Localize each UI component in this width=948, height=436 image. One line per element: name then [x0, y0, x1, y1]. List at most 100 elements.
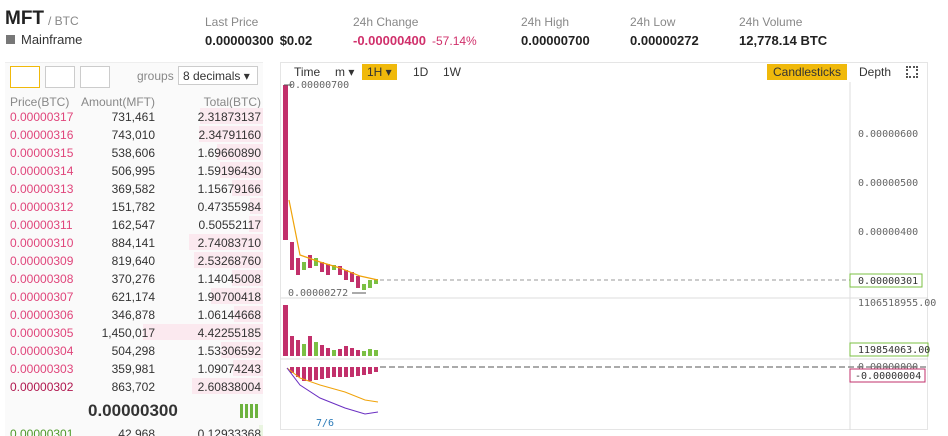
- signal-icon: [240, 404, 258, 418]
- signal-line: [286, 367, 379, 403]
- price: 0.00000311: [10, 218, 73, 232]
- price: 0.00000302: [10, 380, 74, 394]
- volume-bar: [302, 344, 306, 356]
- total: 1.69660890: [197, 146, 261, 160]
- volume-bar: [308, 336, 312, 356]
- amount: 743,010: [111, 128, 155, 142]
- volume-bar: [314, 342, 318, 356]
- depth-bar: [250, 198, 263, 214]
- total: 2.53268760: [197, 254, 261, 268]
- macd-bar: [296, 367, 300, 377]
- depth-bar: [234, 306, 263, 322]
- depth-bar: [221, 342, 263, 358]
- macd: [286, 367, 379, 415]
- current-price-box: [849, 273, 923, 288]
- price: 0.00000315: [10, 146, 74, 160]
- candle: [302, 262, 306, 270]
- volume-bar: [332, 350, 336, 356]
- stat-label: 24h Volume: [739, 15, 803, 29]
- stat-value: 0.00000300: [205, 33, 274, 48]
- interval-button[interactable]: 1H ▾: [362, 64, 397, 80]
- volume-bar: [344, 346, 348, 356]
- macd-bar: [314, 367, 318, 380]
- depth-bar: [188, 234, 263, 250]
- total: 2.34791160: [198, 128, 261, 142]
- interval-button[interactable]: 1W: [443, 65, 461, 79]
- candle: [344, 270, 348, 280]
- volume-bar: [296, 340, 300, 356]
- last-price: 0.00000300: [88, 401, 178, 420]
- column-header: Amount(MFT): [80, 95, 155, 109]
- macd-axis-label: 0.00000000: [858, 362, 918, 373]
- view-asks[interactable]: [80, 66, 110, 88]
- price: 0.00000303: [10, 362, 74, 376]
- candle: [374, 279, 378, 284]
- view-button[interactable]: Depth: [859, 65, 892, 79]
- amount: 359,981: [111, 362, 155, 376]
- volume-axis-label: 1106518955.00: [858, 298, 936, 309]
- candle: [326, 264, 330, 275]
- view-bids[interactable]: [45, 66, 75, 88]
- candle: [332, 265, 336, 270]
- date-label: 7/6: [316, 418, 334, 429]
- interval-button[interactable]: Time: [294, 65, 321, 79]
- current-price: 0.00000301: [858, 276, 918, 287]
- stat-label: Last Price: [205, 15, 259, 29]
- macd-bar: [368, 367, 372, 374]
- volume-bar: [320, 345, 324, 356]
- candle: [296, 258, 300, 275]
- stat-value: 0.00000272: [630, 33, 699, 48]
- amount: 863,702: [111, 380, 155, 394]
- macd-bar: [356, 367, 360, 376]
- price: 0.00000309: [10, 254, 74, 268]
- fullscreen[interactable]: [906, 66, 918, 78]
- volume-bar: [283, 305, 288, 356]
- total: 1.53306592: [197, 344, 261, 358]
- macd-bar: [332, 367, 336, 377]
- decimals-select[interactable]: 8 decimals ▾: [178, 66, 258, 85]
- amount: 819,640: [111, 254, 155, 268]
- price: 0.00000305: [10, 326, 74, 340]
- stat-value: 12,778.14 BTC: [739, 33, 828, 48]
- macd-line: [286, 367, 379, 415]
- chart-panel: [280, 62, 928, 430]
- price: 0.00000310: [10, 236, 74, 250]
- interval-button[interactable]: 1D: [413, 65, 429, 79]
- total: 2.74083710: [197, 236, 261, 250]
- depth-bar: [199, 126, 263, 142]
- interval-button[interactable]: m ▾: [335, 65, 355, 79]
- depth-bar: [233, 360, 263, 376]
- price: 0.00000316: [10, 128, 74, 142]
- amount: 1,450,017: [101, 326, 155, 340]
- coin-name: Mainframe: [21, 32, 83, 47]
- price: 0.00000317: [10, 110, 74, 124]
- depth-bar: [219, 162, 263, 178]
- volume-bar: [374, 350, 378, 356]
- price-axis-label: 0.00000500: [858, 178, 918, 189]
- total: 1.06144668: [197, 308, 261, 322]
- macd-bar: [302, 367, 306, 381]
- view-both[interactable]: [10, 66, 40, 88]
- price: 0.00000313: [10, 182, 74, 196]
- macd-bar: [338, 367, 342, 377]
- price: 0.00000312: [10, 200, 74, 214]
- total: 1.14045008: [197, 272, 261, 286]
- macd-bar: [290, 367, 294, 373]
- macd-bar: [320, 367, 324, 379]
- total: 2.31873137: [197, 110, 261, 124]
- macd-bar: [362, 367, 366, 375]
- symbol: MFT: [5, 8, 45, 29]
- depth-bar: [216, 144, 263, 160]
- total: 0.47355984: [197, 200, 261, 214]
- total: 2.60838004: [197, 380, 261, 394]
- current-volume: 119854063.00: [858, 345, 930, 356]
- amount: 370,276: [111, 272, 155, 286]
- view-button[interactable]: Candlesticks: [767, 64, 848, 80]
- price-axis-label: 0.00000600: [858, 129, 918, 140]
- amount: 151,782: [111, 200, 155, 214]
- groups-label: groups: [137, 69, 174, 83]
- total: 1.90700418: [197, 290, 261, 304]
- stat-value: -0.00000400: [353, 33, 427, 48]
- price-axis-label: 0.00000400: [858, 227, 918, 238]
